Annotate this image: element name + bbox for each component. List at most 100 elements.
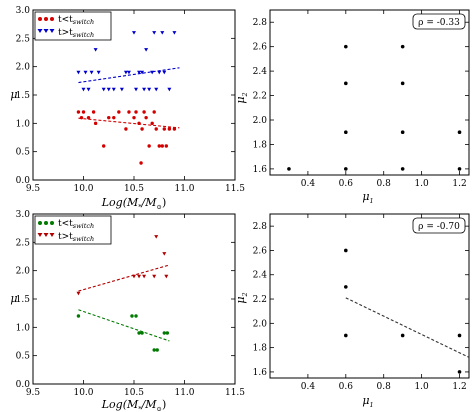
y-tick-label: 1.8: [253, 140, 268, 150]
point-t-t-switch: [96, 70, 101, 75]
y-tick-label: 1.0: [16, 323, 31, 333]
point-t-t-switch: [86, 115, 91, 120]
point-t-t-switch: [134, 87, 139, 92]
mu1-sub: 1: [370, 197, 374, 205]
point-t-t-switch: [157, 70, 162, 75]
point-t-t-switch: [124, 127, 128, 131]
y-tick-label: 0.5: [16, 148, 31, 158]
corr-box-bottom-frame: [412, 217, 466, 234]
point-t-t-switch: [137, 331, 141, 335]
point-t-t-switch: [123, 70, 128, 75]
point-t-t-switch: [134, 314, 138, 318]
point-t-t-switch: [165, 331, 170, 335]
point-t-t-switch: [117, 110, 121, 114]
xlabel-star: *: [138, 203, 142, 211]
ylabel-top-right: μ2: [234, 92, 249, 103]
point-t-t-switch: [127, 110, 131, 114]
point-data: [457, 167, 462, 171]
point-t-t-switch: [172, 127, 177, 131]
x-tick-label: 11.0: [174, 388, 194, 398]
legend-bottom-left: t<tswitch t>tswitch: [34, 215, 112, 245]
y-tick-label: 2.8: [253, 222, 268, 232]
point-data: [344, 333, 348, 338]
trend-line-data: [345, 297, 470, 358]
x-tick-label: 1.2: [452, 179, 466, 189]
point-t-t-switch: [81, 87, 86, 92]
xlabel-sun: ⊙: [157, 203, 162, 211]
point-t-t-switch: [89, 70, 94, 75]
y-tick-label: 2.5: [16, 238, 31, 248]
point-t-t-switch: [154, 235, 159, 239]
y-tick-label: 1.8: [253, 344, 268, 354]
trend-line-t-t-switch: [78, 264, 170, 292]
xlabel-bottom-left: Log(M*/M⊙): [101, 398, 167, 412]
point-data: [400, 44, 405, 49]
y-tick-label: 2.0: [253, 319, 268, 329]
x-tick-label: 0.4: [301, 179, 316, 189]
mu2-sub: 2: [241, 92, 249, 97]
y-tick-label: 2.5: [16, 34, 31, 44]
trend-line-t-t-switch: [78, 309, 170, 342]
point-t-t-switch: [119, 87, 124, 92]
legend-top-left: t<tswitch t>tswitch: [34, 11, 112, 41]
point-t-t-switch: [162, 252, 167, 256]
point-t-t-switch: [162, 70, 167, 75]
y-tick-label: 2.0: [16, 267, 31, 277]
corr-box-top: ρ = -0.33: [412, 13, 466, 30]
y-tick-label: 1.0: [16, 119, 31, 129]
point-t-t-switch: [137, 274, 142, 279]
x-tick-label: 1.0: [414, 179, 429, 189]
y-tick-label: 0.0: [16, 176, 31, 186]
point-t-t-switch: [106, 87, 111, 92]
point-data: [287, 167, 291, 171]
xlabel-top-left: Log(M*/M⊙): [101, 196, 167, 211]
y-tick-label: 2.4: [253, 67, 268, 77]
point-t-t-switch: [160, 31, 165, 35]
panel-bottom-left: 9.5 10.0 10.5 11.0 11.5 0.0 0.5 1.0 1.5 2.0 2.5 3.0: [16, 210, 246, 398]
y-tick-label: 2.2: [253, 92, 267, 102]
point-data: [457, 370, 462, 374]
legend-gt-sub-2: switch: [73, 235, 94, 243]
point-t-t-switch: [76, 70, 81, 75]
point-t-t-switch: [132, 31, 136, 35]
legend-marker-red-1: [38, 17, 42, 21]
point-t-t-switch: [126, 70, 131, 75]
point-t-t-switch: [137, 70, 142, 75]
point-t-t-switch: [79, 115, 84, 120]
point-data: [400, 81, 405, 86]
point-t-t-switch: [155, 348, 159, 352]
corr-box-bottom: ρ = -0.70: [412, 217, 466, 234]
point-t-t-switch: [93, 121, 98, 126]
mu1-sub-2: 1: [370, 401, 374, 409]
y-tick-label: 1.5: [16, 91, 31, 101]
x-tick-label: 11.5: [225, 184, 245, 194]
point-t-t-switch: [132, 274, 136, 279]
xlabel-end: ): [162, 196, 166, 209]
panel-top-right: 0.4 0.6 0.8 1.0 1.2 1.6 1.8 2.0 2.2 2.4 2.6 2.8: [253, 10, 469, 189]
legend-lt-base: t<t: [58, 15, 73, 25]
point-t-t-switch: [137, 121, 141, 126]
legend-label-lt-2: t<tswitch: [58, 219, 94, 230]
y-tick-label: 3.0: [16, 6, 31, 16]
corr-text-top: ρ = -0.33: [418, 18, 460, 28]
xlabel-log-2: Log(M: [101, 398, 139, 411]
x-tick-label: 10.0: [73, 184, 93, 194]
x-tick-label: 11.5: [225, 388, 245, 398]
point-t-t-switch: [164, 144, 169, 148]
point-t-t-switch: [164, 274, 169, 279]
x-tick-label: 0.6: [339, 382, 354, 392]
point-data: [344, 130, 348, 135]
legend-marker-darkred-2: [43, 233, 49, 237]
y-tick-label: 3.0: [16, 210, 31, 220]
legend-box: [34, 11, 112, 41]
point-t-t-switch: [160, 144, 164, 148]
legend-marker-blue-1: [37, 29, 43, 33]
point-t-t-switch: [147, 144, 151, 148]
point-t-t-switch: [147, 87, 152, 92]
y-tick-label: 2.0: [16, 63, 31, 73]
point-t-t-switch: [76, 314, 81, 318]
y-tick-label: 2.8: [253, 18, 268, 28]
legend-marker-green-2: [44, 221, 48, 225]
x-tick-label: 0.8: [377, 179, 392, 189]
point-t-t-switch: [144, 115, 148, 120]
